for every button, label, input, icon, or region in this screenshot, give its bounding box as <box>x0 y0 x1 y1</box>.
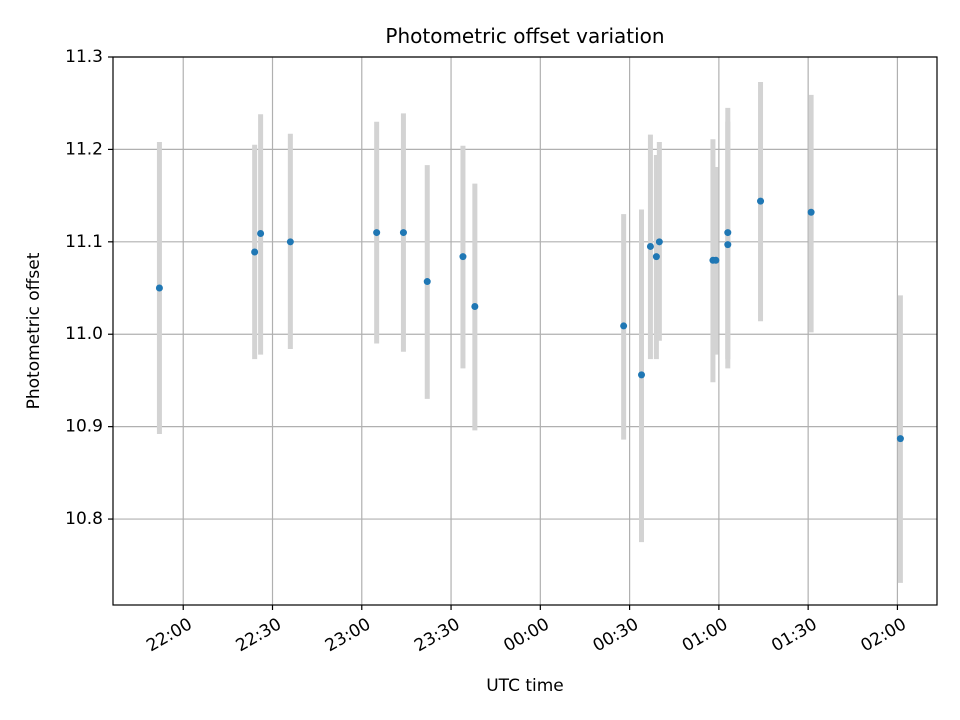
data-point <box>807 208 815 216</box>
point-layer <box>155 197 904 443</box>
plot-frame <box>112 56 938 606</box>
y-tick-label: 11.3 <box>65 47 103 67</box>
data-point <box>286 238 294 246</box>
data-point <box>620 322 628 330</box>
data-point <box>724 241 732 249</box>
grid-layer <box>113 56 937 605</box>
y-tick-label: 11.2 <box>65 139 103 159</box>
y-tick-label: 10.9 <box>65 417 103 437</box>
data-point <box>757 197 765 205</box>
y-tick-label: 10.8 <box>65 509 103 529</box>
data-point <box>423 278 431 286</box>
data-point <box>712 256 720 264</box>
data-point <box>459 253 467 261</box>
data-point <box>471 303 479 311</box>
data-point <box>638 371 646 379</box>
data-point <box>257 230 265 238</box>
y-tick-label: 11.0 <box>65 324 103 344</box>
data-point <box>724 229 732 237</box>
data-point <box>373 229 381 237</box>
data-point <box>896 435 904 443</box>
y-tick-label: 11.1 <box>65 232 103 252</box>
data-point <box>251 248 259 256</box>
data-point <box>155 284 163 292</box>
y-axis-title: Photometric offset <box>24 252 44 409</box>
data-point <box>652 253 660 261</box>
data-point <box>646 242 654 250</box>
data-point <box>399 229 407 237</box>
data-point <box>655 238 663 246</box>
chart-title: Photometric offset variation <box>385 24 664 48</box>
x-axis-title: UTC time <box>486 676 564 696</box>
